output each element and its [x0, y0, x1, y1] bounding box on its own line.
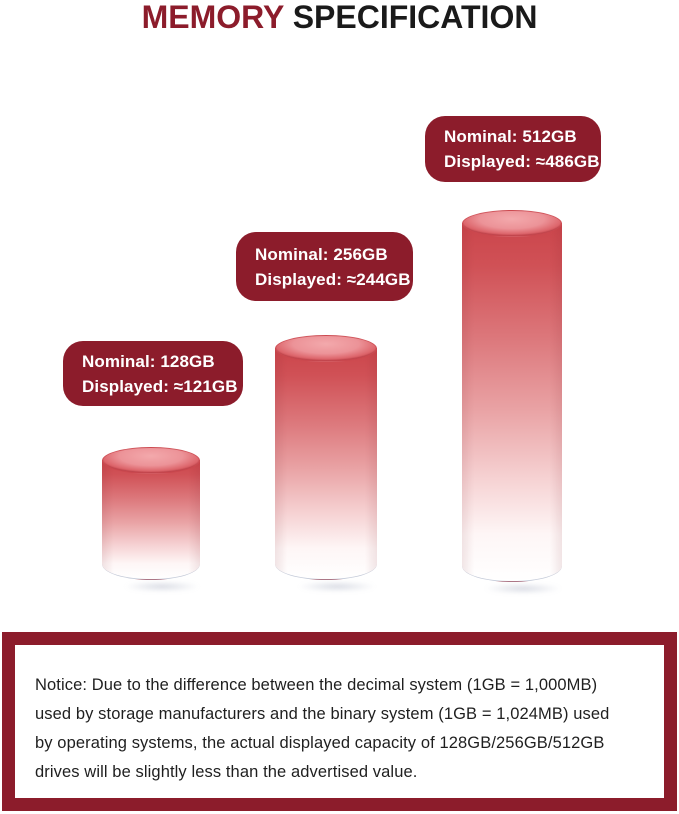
cylinder-body-256gb: [275, 348, 377, 580]
cylinder-bar-256gb: [275, 335, 394, 594]
notice-text-line-4: drives will be slightly less than the ad…: [35, 763, 418, 781]
cylinder-shadow-256gb: [281, 579, 394, 594]
badge-128gb: Nominal: 128GB Displayed: ≈121GB: [63, 341, 243, 406]
notice-text-line-3: by operating systems, the actual display…: [35, 734, 605, 752]
cylinder-shadow-128gb: [107, 579, 216, 594]
notice-text-line-2: used by storage manufacturers and the bi…: [35, 705, 610, 723]
cylinder-bar-128gb: [102, 447, 216, 594]
badge-512gb: Nominal: 512GB Displayed: ≈486GB: [425, 116, 601, 182]
badge-256gb-nominal: Nominal: 256GB: [255, 244, 388, 264]
page-title-accent: MEMORY: [141, 0, 284, 35]
page-title-rest: SPECIFICATION: [283, 0, 538, 35]
cylinder-top-ellipse-128gb: [102, 447, 200, 474]
badge-512gb-nominal: Nominal: 512GB: [444, 127, 577, 146]
cylinder-top-ellipse-256gb: [275, 335, 377, 362]
badge-128gb-nominal: Nominal: 128GB: [82, 351, 215, 371]
cylinder-top-ellipse-512gb: [462, 210, 562, 237]
notice-text-line-1: Notice: Due to the difference between th…: [35, 676, 598, 694]
badge-128gb-displayed: Displayed: ≈121GB: [82, 376, 238, 396]
notice-box: Notice: Due to the difference between th…: [2, 632, 677, 811]
badge-256gb-displayed: Displayed: ≈244GB: [255, 269, 411, 289]
badge-256gb: Nominal: 256GB Displayed: ≈244GB: [236, 232, 413, 301]
badge-512gb-displayed: Displayed: ≈486GB: [444, 152, 600, 171]
cylinder-shadow-512gb: [468, 581, 578, 596]
page-title: MEMORY SPECIFICATION: [0, 0, 679, 37]
cylinder-body-128gb: [102, 460, 200, 580]
cylinder-body-512gb: [462, 223, 562, 582]
cylinder-bar-512gb: [462, 210, 578, 596]
